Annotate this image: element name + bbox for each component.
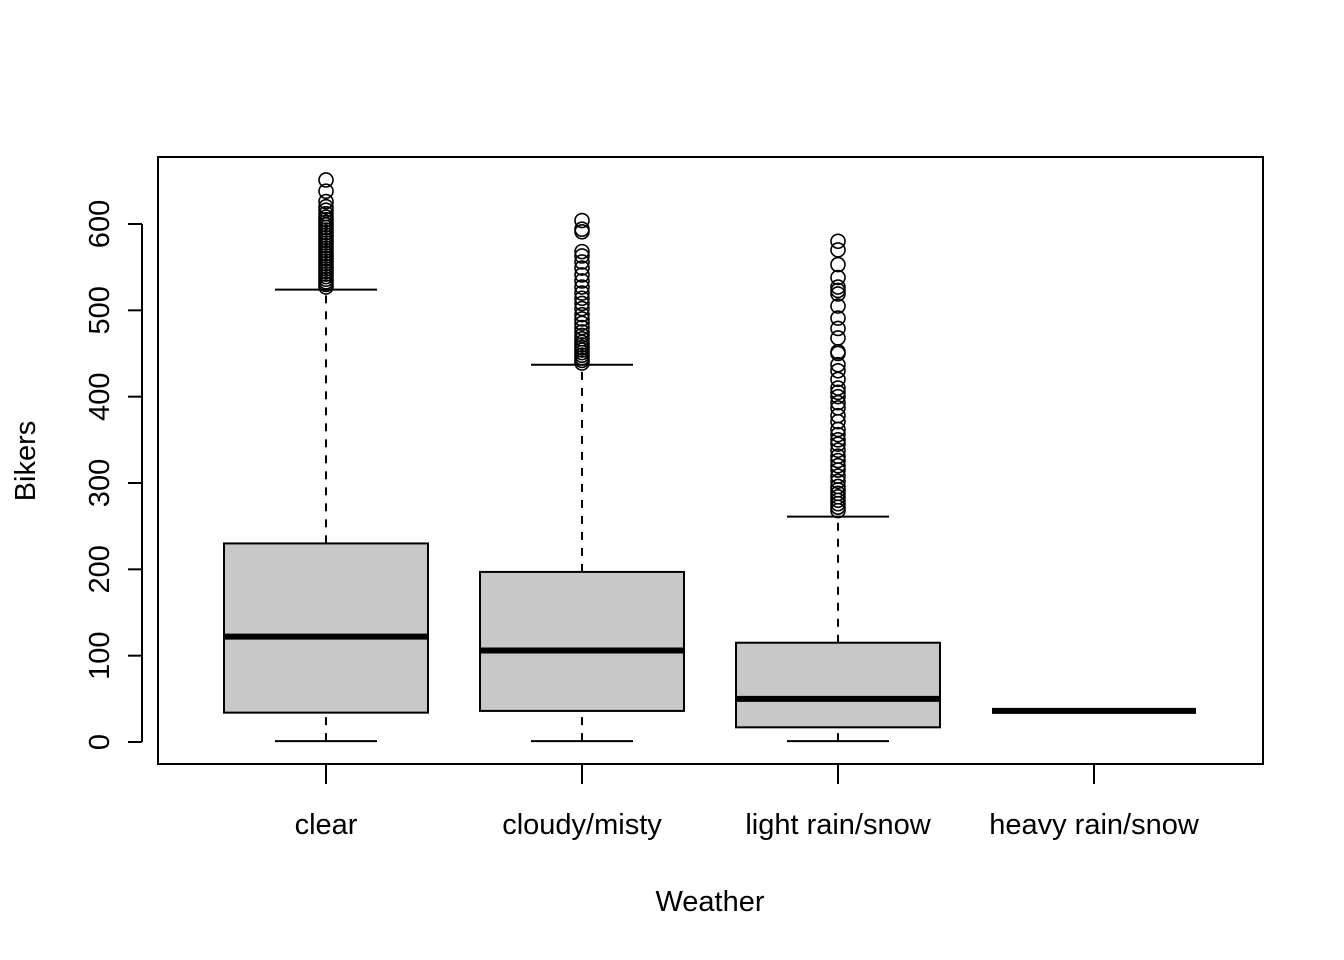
outlier-point [830,362,846,379]
outlier-point [574,273,590,289]
outlier-point [318,202,334,218]
outlier-point [830,426,846,443]
outlier-point [830,478,846,495]
iqr-box [735,641,941,729]
outlier-point [574,285,590,301]
outlier-point [830,310,846,326]
outlier-point [574,267,590,283]
outlier-point [318,209,334,225]
y-tick-label: 500 [84,286,116,334]
x-tick-label: clear [295,809,358,841]
outlier-point [830,407,846,424]
outlier-point [830,473,846,490]
outlier-point [830,330,846,346]
plot-frame [157,156,1264,765]
outlier-point [574,221,590,237]
outlier-point [574,295,590,312]
outlier-point [830,279,846,295]
y-tick-label: 400 [84,372,116,420]
outlier-point [318,193,334,210]
box-group-1 [479,212,685,743]
x-tick-label: heavy rain/snow [989,809,1200,841]
boxes-layer [223,172,1196,743]
x-tick-label: cloudy/misty [502,809,662,841]
outlier-point [830,485,846,502]
outlier-point [830,489,846,505]
outlier-point [574,327,590,344]
outlier-point [830,298,846,314]
outlier-point [830,468,846,484]
outlier-point [830,380,846,396]
outlier-point [830,452,846,469]
outlier-point [830,320,846,337]
iqr-box [479,570,685,712]
outlier-point [830,256,846,273]
outlier-point [574,331,590,347]
box-group-0 [223,172,429,743]
outlier-point [574,290,590,307]
outlier-point [574,311,590,327]
outlier-point [830,384,846,401]
outlier-point [574,279,590,295]
y-tick-label: 300 [84,459,116,507]
y-tick-label: 200 [84,545,116,593]
outlier-point [830,242,846,258]
iqr-box [223,542,429,714]
outlier-point [830,356,846,373]
outlier-point [830,269,846,286]
outlier-point [830,233,846,250]
box-group-2 [735,233,941,743]
outlier-point [574,254,590,270]
outlier-point [830,286,846,302]
x-axis: clear cloudy/misty light rain/snow heavy ra… [295,764,1200,841]
y-axis-title: Bikers [10,421,42,502]
outlier-point [830,388,846,405]
y-tick-label: 0 [84,734,116,750]
outlier-point [574,306,590,323]
outlier-point [830,371,846,388]
outlier-point [830,282,846,299]
outlier-point [830,432,846,448]
x-axis-title: Weather [655,886,764,918]
x-tick-label: light rain/snow [745,809,931,841]
outlier-point [318,183,334,199]
outlier-point [830,457,846,474]
outlier-point [574,243,590,260]
outlier-point [318,172,334,188]
outlier-point [574,260,590,276]
y-tick-label: 100 [84,631,116,679]
outlier-point [574,319,590,336]
outlier-point [574,324,590,340]
outlier-point [574,212,590,229]
outlier-point [574,248,590,264]
outlier-point [830,448,846,465]
outlier-point [318,205,334,222]
outlier-point [574,300,590,317]
outlier-point [318,198,334,215]
outlier-point [830,400,846,416]
y-axis: 0 100 200 300 400 500 600 [84,200,143,750]
y-tick-label: 600 [84,200,116,248]
outlier-point [830,442,846,458]
